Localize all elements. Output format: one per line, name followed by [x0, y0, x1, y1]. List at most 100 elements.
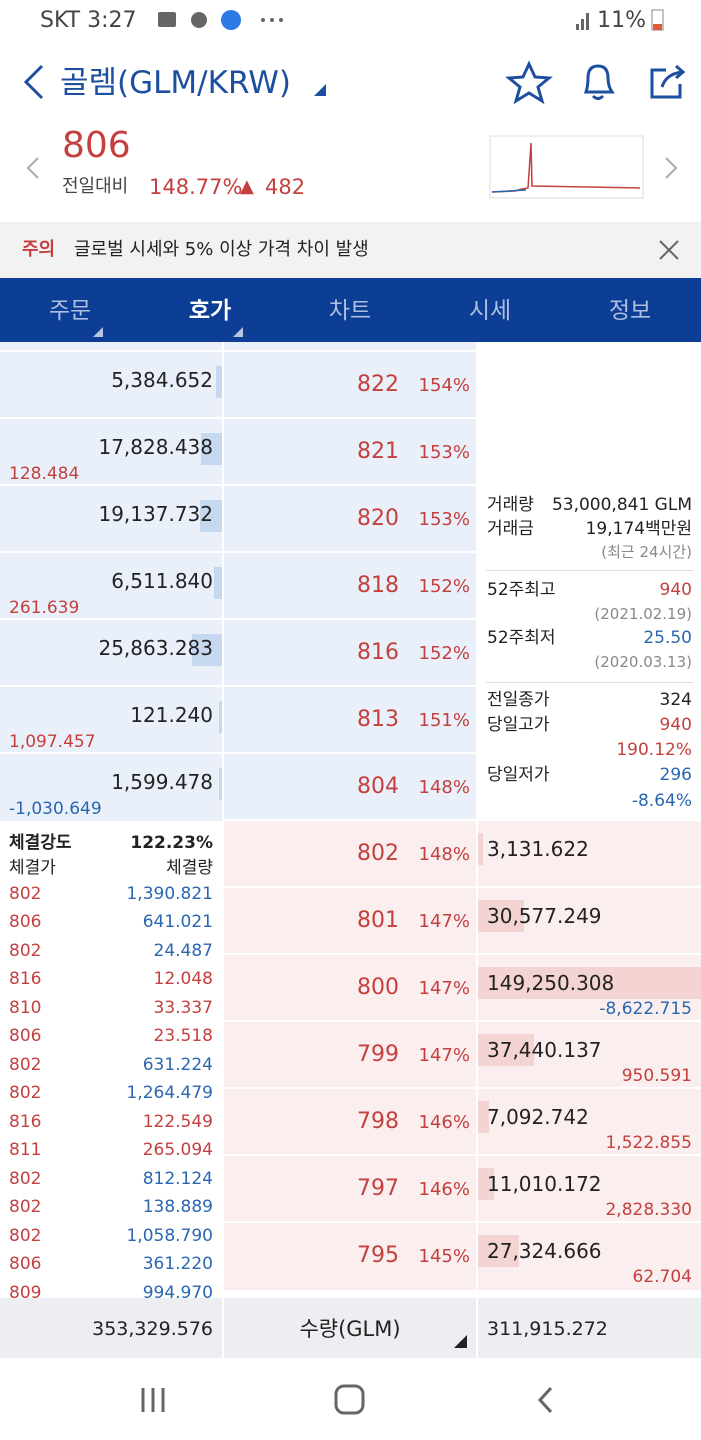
info-note: (2021.02.19) — [594, 604, 692, 623]
ask-qty: 121.240 — [130, 703, 213, 727]
info-value: 19,174백만원 — [585, 518, 692, 539]
bid-pct: 147% — [418, 978, 470, 999]
tab[interactable]: 시세 — [468, 297, 512, 324]
ask-price: 813 — [357, 707, 399, 732]
tab[interactable]: 호가 — [188, 297, 232, 324]
bid-qty-bar — [478, 967, 701, 999]
trade-qty: 641.021 — [142, 912, 213, 932]
info-label: 거래금 — [487, 518, 534, 539]
row-separator — [224, 819, 701, 821]
bid-pct: 145% — [418, 1246, 470, 1267]
star-icon[interactable] — [505, 60, 553, 105]
trade-price: 802 — [9, 883, 42, 904]
trades-bg — [0, 821, 222, 1300]
bid-pct: 146% — [418, 1179, 470, 1200]
ask-bg — [0, 342, 222, 821]
ask-qty: 5,384.652 — [111, 368, 213, 392]
trade-qty: 1,390.821 — [126, 883, 213, 904]
bid-qty-bar — [478, 900, 524, 932]
trade-qty: 12.048 — [153, 969, 213, 989]
home-button[interactable] — [334, 1384, 365, 1415]
trade-price: 806 — [9, 1026, 42, 1046]
ask-pct: 148% — [418, 777, 470, 798]
row-separator — [0, 752, 476, 754]
bid-total: 311,915.272 — [487, 1317, 608, 1340]
status-time: SKT 3:27 — [40, 8, 137, 33]
ask-pct: 151% — [418, 710, 470, 731]
trade-qty: 23.518 — [153, 1026, 213, 1046]
strength-label: 체결강도 — [9, 832, 72, 853]
close-icon[interactable] — [659, 240, 679, 260]
bid-pct: 148% — [418, 844, 470, 865]
info-label: 52주최고 — [487, 579, 556, 600]
dropdown-icon[interactable] — [314, 84, 326, 96]
footer-bar — [0, 1298, 701, 1358]
info-note: (2020.03.13) — [594, 652, 692, 671]
next-icon[interactable] — [665, 157, 678, 179]
trade-qty: 812.124 — [142, 1168, 213, 1189]
info-bg — [478, 486, 701, 820]
bid-price: 801 — [357, 908, 399, 933]
trade-qty: 994.970 — [142, 1282, 213, 1303]
tab-dropdown — [233, 327, 243, 337]
share-icon[interactable] — [650, 64, 686, 99]
mini-chart-line — [491, 189, 527, 193]
ask-qty-bar — [201, 433, 222, 465]
trade-price: 816 — [9, 1111, 42, 1132]
tab[interactable]: 주문 — [48, 297, 92, 324]
status-icons — [158, 9, 664, 31]
trade-price: 811 — [9, 1140, 42, 1160]
row-separator — [224, 886, 701, 888]
bid-qty-bar — [478, 1034, 534, 1066]
trade-price: 802 — [9, 940, 42, 961]
trade-qty: 1,264.479 — [126, 1083, 213, 1103]
ask-qty-bar — [219, 768, 222, 800]
trade-qty: 1,058.790 — [126, 1225, 213, 1246]
back-icon[interactable] — [23, 64, 44, 100]
bid-price: 798 — [357, 1109, 399, 1134]
tab[interactable]: 차트 — [328, 297, 372, 324]
ask-pct: 152% — [418, 576, 470, 597]
bid-qty: 27,324.666 — [487, 1239, 602, 1263]
ask-pct: 154% — [418, 375, 470, 396]
ask-qty: 25,863.283 — [98, 636, 213, 660]
trade-qty: 265.094 — [142, 1140, 213, 1160]
ask-change: -1,030.649 — [9, 798, 102, 819]
trade-header: 체결량 — [166, 857, 213, 878]
divider — [222, 342, 224, 1358]
trade-qty: 122.549 — [142, 1111, 213, 1132]
ask-price: 820 — [357, 506, 399, 531]
unit-label[interactable]: 수량(GLM) — [299, 1316, 401, 1341]
tab-bar — [0, 278, 701, 342]
back-button[interactable] — [537, 1386, 553, 1414]
info-label: 당일고가 — [487, 714, 550, 735]
bid-price: 797 — [357, 1176, 399, 1201]
bid-change: 2,828.330 — [605, 1199, 692, 1220]
bid-qty: 7,092.742 — [487, 1105, 589, 1129]
nav-bar — [141, 1384, 553, 1415]
trade-price: 816 — [9, 969, 42, 989]
bid-change: 950.591 — [621, 1065, 692, 1086]
info-value: 940 — [659, 714, 692, 735]
ask-price: 818 — [357, 573, 399, 598]
change-arrow: ▲ — [240, 176, 254, 197]
notice-bar — [0, 222, 701, 278]
trade-price: 802 — [9, 1083, 42, 1103]
ask-pct: 153% — [418, 442, 470, 463]
row-separator — [0, 484, 476, 486]
ask-qty-bar — [192, 634, 222, 666]
row-separator — [0, 551, 476, 553]
tab[interactable]: 정보 — [608, 297, 652, 324]
row-separator — [224, 953, 701, 955]
bid-change: -8,622.715 — [599, 998, 692, 1019]
info-value: 25.50 — [643, 627, 692, 648]
trade-header: 체결가 — [9, 857, 56, 878]
trade-price: 802 — [9, 1168, 42, 1189]
info-value: 296 — [659, 764, 692, 785]
bell-icon[interactable] — [583, 64, 615, 100]
prev-icon[interactable] — [26, 157, 39, 179]
unit-dropdown[interactable] — [454, 1335, 467, 1348]
info-value: 940 — [659, 579, 692, 600]
ask-pct: 152% — [418, 643, 470, 664]
